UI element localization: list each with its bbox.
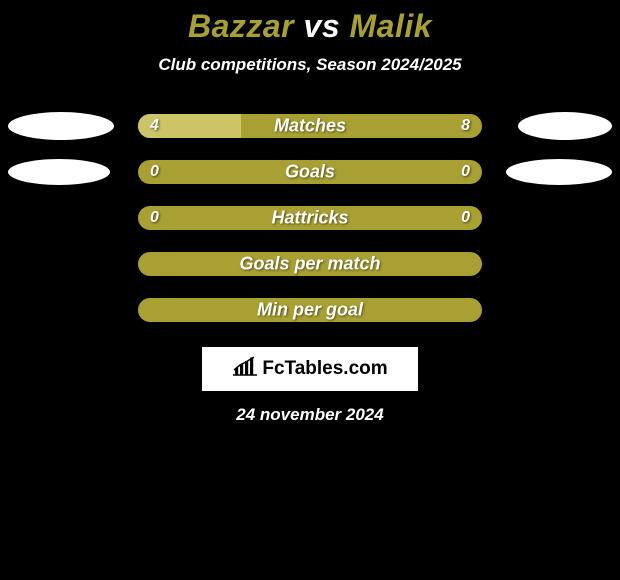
stat-row: 0 0Goals (0, 149, 620, 195)
player2-name: Malik (350, 8, 433, 44)
stat-value-right: 0 (461, 163, 470, 181)
stat-row: Min per goal (0, 287, 620, 333)
stat-row: Goals per match (0, 241, 620, 287)
date: 24 november 2024 (0, 405, 620, 425)
stat-value-right: 0 (461, 209, 470, 227)
stat-label: Min per goal (138, 300, 482, 321)
vs-text: vs (304, 8, 341, 44)
player1-name: Bazzar (188, 8, 294, 44)
stat-value-left: 0 (150, 209, 159, 227)
stat-bar: Goals per match (138, 252, 482, 276)
stat-row: 0 0Hattricks (0, 195, 620, 241)
stat-label: Goals (138, 162, 482, 183)
branding: FcTables.com (232, 356, 387, 382)
stats-rows: 48Matches00Goals00HattricksGoals per mat… (0, 103, 620, 333)
avatar (8, 159, 110, 185)
branding-text: FcTables.com (262, 358, 387, 380)
stat-bar: 48Matches (138, 114, 482, 138)
stat-value-left: 0 (150, 163, 159, 181)
chart-icon (232, 356, 258, 382)
stat-label: Goals per match (138, 254, 482, 275)
page-title: Bazzar vs Malik (0, 8, 620, 45)
stat-bar: 0 0Hattricks (138, 206, 482, 230)
subtitle: Club competitions, Season 2024/2025 (0, 55, 620, 75)
avatar (518, 112, 612, 140)
avatar (8, 112, 114, 140)
stat-value-right: 8 (461, 117, 470, 135)
stat-row: 48Matches (0, 103, 620, 149)
stat-bar: 0 0Goals (138, 160, 482, 184)
branding-box: FcTables.com (202, 347, 418, 391)
stat-value-left: 4 (150, 117, 159, 135)
stat-bar: Min per goal (138, 298, 482, 322)
stat-label: Hattricks (138, 208, 482, 229)
avatar (506, 159, 612, 185)
comparison-card: Bazzar vs Malik Club competitions, Seaso… (0, 0, 620, 425)
